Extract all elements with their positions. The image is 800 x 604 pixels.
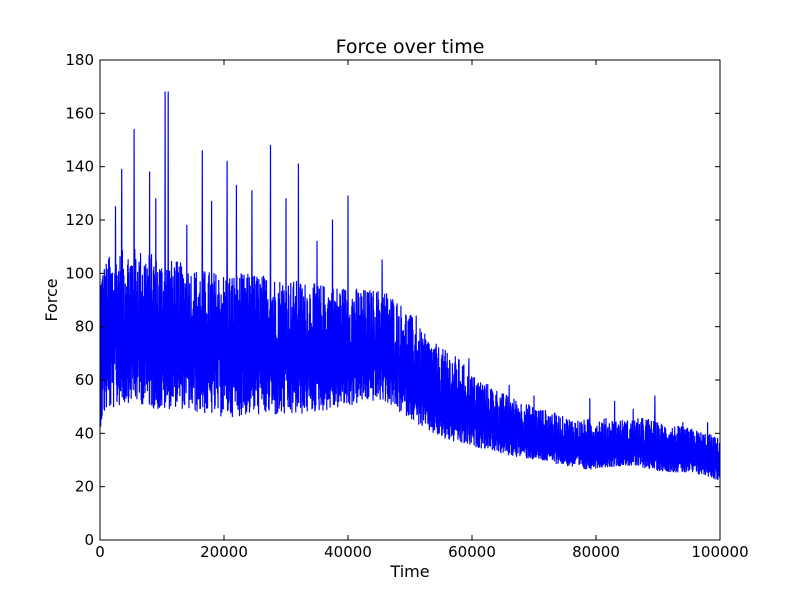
y-tick-label: 60 (75, 371, 94, 389)
y-tick-label: 120 (65, 211, 94, 229)
y-tick-label: 180 (65, 51, 94, 69)
x-tick-label: 20000 (200, 543, 248, 561)
y-tick-label: 40 (75, 424, 94, 442)
y-tick-label: 80 (75, 318, 94, 336)
y-tick-label: 160 (65, 104, 94, 122)
y-tick-label: 100 (65, 264, 94, 282)
x-axis-label: Time (389, 562, 429, 581)
x-tick-label: 100000 (691, 543, 748, 561)
x-tick-label: 80000 (572, 543, 620, 561)
y-tick-label: 20 (75, 478, 94, 496)
plot-frame (99, 59, 721, 541)
x-tick-label: 0 (95, 543, 105, 561)
y-tick-label: 140 (65, 158, 94, 176)
series-line (100, 91, 720, 481)
y-axis-label: Force (42, 278, 61, 321)
x-tick-label: 60000 (448, 543, 496, 561)
chart-title: Force over time (336, 36, 485, 58)
plot-area (100, 91, 720, 481)
x-tick-label: 40000 (324, 543, 372, 561)
axis-ticks: 0 20000 40000 60000 80000 100000 0 20 40 60 80 100 1… (65, 51, 748, 561)
y-tick-label: 0 (84, 531, 94, 549)
